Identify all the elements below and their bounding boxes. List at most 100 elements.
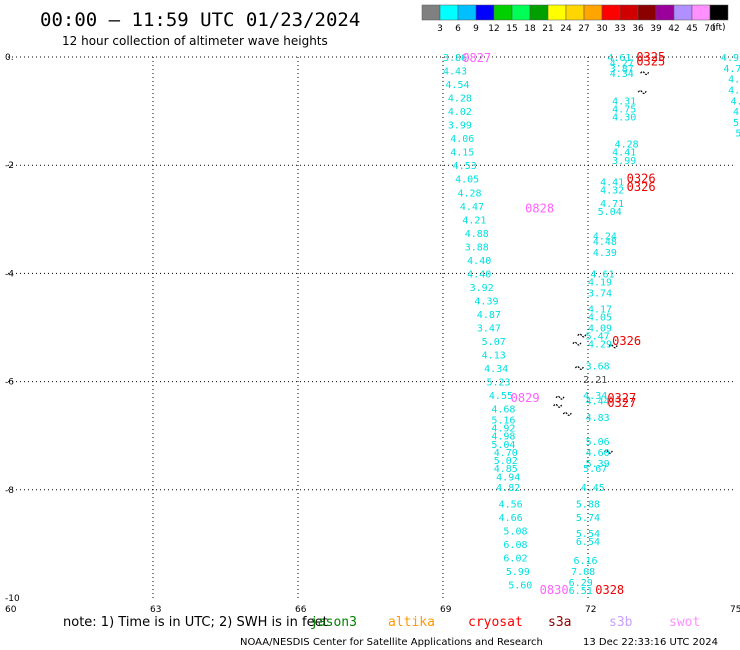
colorbar-label: 6	[455, 24, 461, 34]
satellite-legend: jason3 altika cryosat s3a s3b swot	[310, 615, 700, 630]
wave-height-label: 4.34	[484, 364, 508, 375]
time-stamp-label: 0829	[511, 391, 540, 405]
wave-height-label: 4.44	[586, 397, 610, 408]
wave-height-label: 5.09	[733, 118, 740, 129]
wave-height-label: 4.84	[731, 96, 740, 107]
time-stamp-label: 0828	[525, 201, 554, 215]
wave-height-label: 6.02	[503, 553, 527, 564]
legend-item: altika	[388, 615, 435, 630]
plot-grid	[8, 56, 733, 598]
wave-height-label: 5.60	[508, 580, 532, 591]
wave-height-label: 4.28	[458, 188, 482, 199]
y-tick-label: 0.	[5, 53, 14, 63]
wave-height-label: 4.92	[491, 424, 515, 435]
wave-height-label: 4.66	[499, 513, 523, 524]
wave-height-label: 4.43	[443, 67, 467, 78]
wave-height-label: 4.28	[448, 94, 472, 105]
wave-height-label: 4.39	[593, 248, 617, 259]
axis-tick-labels: 60 63 66 69 72 75 0. -2 -4 -6 -8 -10	[5, 53, 740, 615]
wave-height-label: 4.30	[612, 113, 636, 124]
wave-height-label: 4.98	[491, 432, 515, 443]
y-tick-label: -8	[5, 486, 14, 496]
x-tick-label: 75	[730, 605, 740, 615]
time-stamp-label: 0326	[627, 172, 656, 186]
wave-height-label: 4.61	[590, 269, 614, 280]
wave-height-label: 5.08	[503, 526, 527, 537]
colorbar-label: 18	[524, 24, 536, 34]
colorbar-swatch	[691, 4, 711, 21]
colorbar-swatch	[673, 4, 693, 21]
wave-height-label: 6.51	[569, 586, 593, 597]
time-stamp-label: 0328	[595, 583, 624, 597]
x-tick-label: 60	[5, 605, 17, 615]
footer-note: note: 1) Time is in UTC; 2) SWH is in fe…	[63, 615, 328, 630]
wave-height-label: 4.55	[489, 391, 513, 402]
colorbar-label: 42	[668, 24, 679, 34]
coastline-marker	[572, 341, 582, 346]
wave-height-label: 4.75	[612, 104, 636, 115]
wave-height-label: 4.87	[477, 310, 501, 321]
legend-item: jason3	[310, 615, 357, 630]
x-tick-label: 63	[150, 605, 161, 615]
colorbar-label: 21	[542, 24, 553, 34]
wave-height-label: 4.05	[588, 313, 612, 324]
wave-height-label: 4.85	[494, 464, 518, 475]
wave-height-label: 4.27	[610, 58, 634, 69]
wave-height-label: 5.16	[491, 415, 515, 426]
coastline-marker	[608, 344, 618, 349]
wave-height-label: 5.88	[576, 499, 600, 510]
wave-height-label: 4.40	[467, 256, 491, 267]
x-tick-label: 69	[440, 605, 452, 615]
colorbar: 3 6 9 12 15 18 21 24 27 30 33 36 39 42 45 70	[421, 4, 729, 34]
colorbar-swatch	[457, 4, 477, 21]
time-stamp-label: 0325	[636, 50, 665, 64]
wave-height-label: 4.45	[581, 483, 605, 494]
time-stamp-label: 0327	[607, 396, 636, 410]
colorbar-unit: (ft)	[712, 23, 726, 33]
wave-height-label: 4.19	[588, 278, 612, 289]
wave-height-label: 4.02	[448, 107, 472, 118]
wave-height-label: 4.54	[445, 80, 469, 91]
colorbar-swatch	[583, 4, 603, 21]
y-tick-label: -6	[5, 378, 14, 388]
time-stamp-label: 0326	[627, 180, 656, 194]
wave-height-label: 6.54	[576, 537, 600, 548]
wave-height-label: 3.99	[448, 121, 472, 132]
wave-height-label: 4.53	[453, 161, 477, 172]
wave-height-label: 3.47	[477, 324, 501, 335]
coastline-marker	[555, 395, 565, 400]
wave-height-label: 3.88	[465, 242, 489, 253]
wave-height-label: 4.88	[465, 229, 489, 240]
x-tick-label: 72	[585, 605, 596, 615]
y-tick-label: -2	[5, 161, 14, 171]
wave-height-label: 2.21	[583, 375, 607, 386]
colorbar-swatch	[637, 4, 657, 21]
wave-height-label: 4.70	[494, 448, 518, 459]
coastline-marker	[637, 90, 647, 95]
y-tick-label: -10	[5, 594, 20, 604]
colorbar-label: 36	[632, 24, 644, 34]
wave-height-label: 7.08	[571, 567, 595, 578]
colorbar-swatch	[475, 4, 495, 21]
wave-height-label: 5.04	[598, 207, 622, 218]
wave-height-label: 4.94	[496, 472, 520, 483]
coastline-marker	[603, 449, 613, 454]
wave-height-label: 4.24	[593, 232, 617, 243]
wave-height-label: 5.02	[494, 456, 518, 467]
wave-height-label: 4.88	[728, 75, 740, 86]
wave-height-label: 4.17	[588, 305, 612, 316]
wave-height-label: 4.15	[450, 148, 474, 159]
colorbar-swatch	[619, 4, 639, 21]
colorbar-swatch	[565, 4, 585, 21]
wave-height-marks: 3.86 4.43 4.54 4.28 4.02 3.99 4.06 4.15 4.53 4.05…	[443, 50, 740, 597]
time-stamp-label: 0326	[612, 334, 641, 348]
wave-height-label: 3.99	[612, 156, 636, 167]
land-markers	[553, 71, 650, 454]
legend-item: s3a	[548, 615, 571, 630]
wave-height-label: 4.70	[733, 107, 740, 118]
wave-height-label: 4.47	[460, 202, 484, 213]
footer-generated: 13 Dec 22:33:16 UTC 2024	[583, 637, 718, 648]
colorbar-swatch	[493, 4, 513, 21]
colorbar-swatch	[439, 4, 459, 21]
